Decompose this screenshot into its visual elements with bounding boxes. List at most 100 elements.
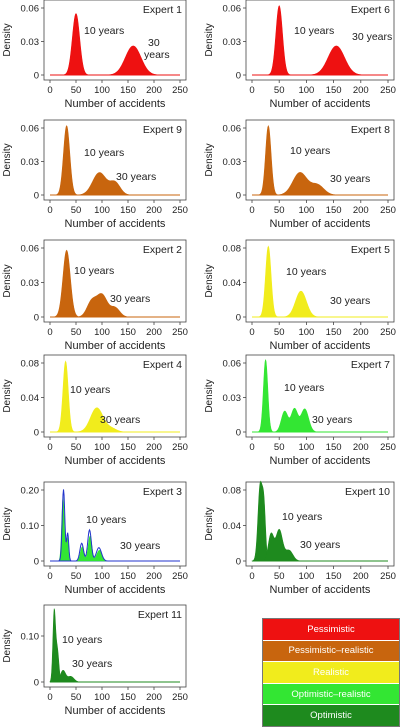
- legend-item-optimistic-realistic: Optimistic–realistic: [263, 683, 399, 706]
- x-tick-label: 200: [353, 85, 369, 96]
- x-axis-label: Number of accidents: [270, 218, 371, 230]
- density-area-30-years: [50, 293, 180, 318]
- y-tick-label: 0: [34, 313, 39, 324]
- y-tick-label: 0.06: [21, 124, 40, 135]
- y-axis-label: Density: [2, 507, 13, 540]
- annotation-30-years: 30 years: [116, 171, 156, 183]
- panel-title: Expert 4: [143, 359, 182, 371]
- x-tick-label: 50: [71, 85, 82, 96]
- x-tick-label: 0: [249, 327, 254, 338]
- x-tick-label: 200: [353, 442, 369, 453]
- x-tick-label: 200: [146, 205, 162, 216]
- x-tick-label: 50: [71, 442, 82, 453]
- x-tick-label: 100: [94, 571, 110, 582]
- y-tick-label: 0.06: [223, 124, 242, 135]
- panel-expert-6: Expert 6 10 years 30 years 0 0.03 0.06 Density…: [204, 0, 396, 110]
- x-tick-label: 150: [120, 442, 136, 453]
- panel-expert-5: Expert 5 10 years 30 years 0 0.04 0.08 Density…: [204, 239, 396, 352]
- y-tick-label: 0: [236, 313, 241, 324]
- y-axis-label: Density: [204, 507, 215, 540]
- density-area-30-years: [50, 45, 180, 76]
- x-tick-label: 250: [172, 85, 188, 96]
- y-tick-label: 0.20: [21, 486, 40, 497]
- y-tick-label: 0.08: [223, 486, 242, 497]
- panel-expert-2: Expert 2 10 years 30 years 0 0.03 0.06 Density…: [2, 239, 188, 352]
- x-tick-label: 0: [249, 571, 254, 582]
- panel-title: Expert 5: [351, 244, 390, 256]
- density-outline-30-years: [50, 528, 180, 562]
- density-area-30-years: [50, 172, 180, 196]
- y-tick-label: 0.06: [223, 4, 242, 15]
- y-axis-label: Density: [2, 23, 13, 56]
- x-tick-label: 50: [71, 692, 82, 703]
- x-tick-label: 100: [298, 442, 314, 453]
- panel-expert-3: Expert 3 10 years 30 years 0 0.10 0.20 Density…: [2, 481, 188, 596]
- y-tick-label: 0: [34, 557, 39, 568]
- panel-expert-8: Expert 8 10 years 30 years 0 0.03 0.06 Density…: [204, 119, 396, 230]
- x-axis-label: Number of accidents: [270, 584, 371, 596]
- plot-frame: [245, 354, 395, 438]
- annotation-10-years: 10 years: [294, 25, 334, 37]
- x-tick-label: 200: [146, 571, 162, 582]
- y-tick-label: 0: [34, 191, 39, 202]
- x-tick-label: 150: [326, 85, 342, 96]
- y-tick-label: 0.04: [223, 278, 242, 289]
- x-tick-label: 200: [146, 85, 162, 96]
- panel-title: Expert 7: [351, 359, 390, 371]
- y-tick-label: 0: [34, 428, 39, 439]
- y-tick-label: 0.03: [21, 278, 40, 289]
- x-tick-label: 50: [71, 205, 82, 216]
- density-area-30-years: [50, 669, 180, 683]
- plot-frame: [245, 239, 395, 323]
- y-axis-label: Density: [2, 264, 13, 297]
- x-tick-label: 50: [274, 205, 285, 216]
- x-tick-label: 100: [298, 205, 314, 216]
- density-area-10-years: [50, 13, 180, 76]
- panel-expert-4: Expert 4 10 years 30 years 0 0.04 0.08 Density…: [2, 354, 188, 467]
- y-tick-label: 0.06: [21, 244, 40, 255]
- annotation-30-years: 30 years: [330, 295, 370, 307]
- x-tick-label: 250: [380, 571, 396, 582]
- x-axis-label: Number of accidents: [65, 98, 166, 110]
- y-tick-label: 0: [236, 428, 241, 439]
- x-tick-label: 100: [298, 327, 314, 338]
- y-axis-label: Density: [204, 143, 215, 176]
- x-tick-label: 0: [47, 85, 52, 96]
- x-tick-label: 50: [71, 327, 82, 338]
- y-tick-label: 0.03: [223, 393, 242, 404]
- x-tick-label: 0: [249, 85, 254, 96]
- density-area-30-years: [50, 407, 180, 433]
- y-axis-label: Density: [2, 143, 13, 176]
- x-axis-label: Number of accidents: [65, 218, 166, 230]
- x-tick-label: 250: [172, 571, 188, 582]
- x-tick-label: 100: [94, 205, 110, 216]
- annotation-30-years: 30 years: [300, 539, 340, 551]
- density-area-30-years: [252, 290, 388, 318]
- y-tick-label: 0: [34, 71, 39, 82]
- x-tick-label: 250: [380, 205, 396, 216]
- annotation-10-years: 10 years: [282, 511, 322, 523]
- density-area-30-years: [252, 528, 388, 562]
- x-tick-label: 50: [71, 571, 82, 582]
- x-axis-label: Number of accidents: [270, 455, 371, 467]
- annotation-30-years-unit: years: [144, 49, 170, 61]
- x-axis-label: Number of accidents: [270, 340, 371, 352]
- y-tick-label: 0.03: [223, 157, 242, 168]
- y-tick-label: 0.03: [223, 37, 242, 48]
- x-tick-label: 150: [120, 327, 136, 338]
- y-tick-label: 0.04: [21, 393, 40, 404]
- y-tick-label: 0: [236, 557, 241, 568]
- annotation-30-years: 30 years: [72, 658, 112, 670]
- panel-title: Expert 10: [345, 486, 390, 498]
- annotation-30-years: 30 years: [100, 414, 140, 426]
- panel-title: Expert 2: [143, 244, 182, 256]
- annotation-30-years: 30 years: [352, 31, 392, 43]
- x-tick-label: 0: [249, 205, 254, 216]
- plot-frame: [245, 119, 395, 201]
- x-tick-label: 150: [120, 205, 136, 216]
- x-tick-label: 150: [326, 571, 342, 582]
- y-axis-label: Density: [204, 23, 215, 56]
- plot-frame: [43, 354, 187, 438]
- annotation-30-years: 30 years: [110, 293, 150, 305]
